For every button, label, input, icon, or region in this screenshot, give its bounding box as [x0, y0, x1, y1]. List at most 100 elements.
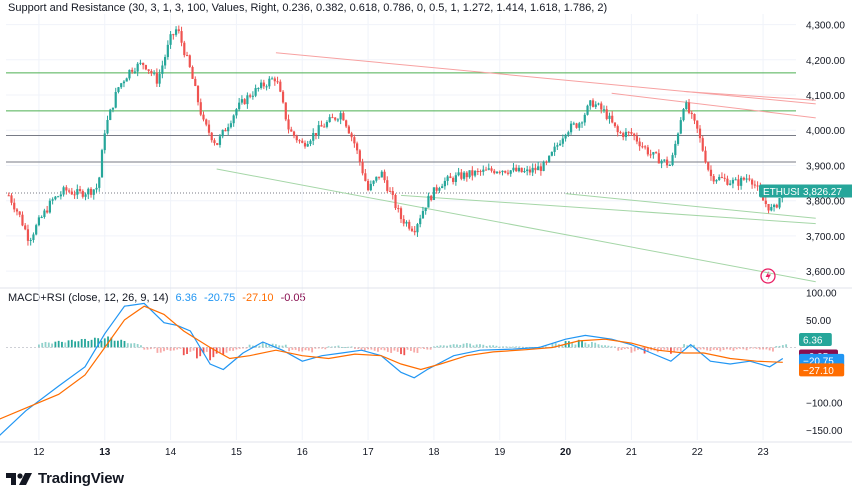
- histogram-bar: [482, 344, 485, 348]
- histogram-bar: [623, 347, 626, 350]
- candle-body: [493, 170, 496, 174]
- candle-body: [548, 155, 551, 162]
- histogram-bar: [113, 340, 116, 348]
- histogram-bar: [196, 347, 198, 359]
- histogram-bar: [439, 345, 442, 348]
- histogram-bar: [772, 347, 774, 352]
- candle-body: [452, 178, 455, 182]
- candle-body: [10, 195, 13, 203]
- histogram-bar: [755, 347, 758, 349]
- brand-logo[interactable]: TradingView: [6, 470, 124, 487]
- candle-body: [772, 204, 776, 208]
- candle-body: [542, 161, 545, 171]
- candle-body: [682, 109, 685, 121]
- candle-body: [40, 216, 43, 218]
- candle-body: [756, 185, 759, 187]
- histogram-bar: [475, 344, 478, 348]
- candle-body: [619, 132, 622, 134]
- histogram-bar: [604, 345, 606, 348]
- histogram-bar: [686, 345, 689, 348]
- candle-body: [589, 100, 592, 106]
- date-tick-label: 18: [428, 447, 440, 458]
- histogram-bar: [676, 347, 679, 351]
- histogram-bar: [242, 347, 244, 349]
- candle-body: [262, 82, 265, 87]
- histogram-bar: [337, 345, 340, 348]
- support-resistance-legend[interactable]: Support and Resistance (30, 3, 1, 3, 100…: [8, 2, 607, 14]
- histogram-bar: [587, 344, 590, 348]
- support-resistance-label: Support and Resistance (30, 3, 1, 3, 100…: [8, 2, 608, 14]
- candle-body: [740, 177, 743, 186]
- candle-body: [561, 138, 564, 144]
- histogram-bar: [577, 339, 580, 348]
- candle-body: [531, 167, 534, 173]
- price-tick-label: 3,700.00: [806, 232, 845, 243]
- candle-body: [498, 171, 501, 173]
- histogram-bar: [574, 344, 577, 348]
- histogram-bar: [255, 346, 258, 348]
- histogram-bar: [363, 347, 366, 351]
- candle-body: [287, 119, 290, 130]
- histogram-bar: [321, 347, 323, 349]
- candle-body: [668, 164, 671, 166]
- histogram-bar: [74, 341, 77, 348]
- histogram-bar: [146, 347, 149, 350]
- histogram-bar: [716, 347, 718, 351]
- candle-body: [120, 83, 123, 88]
- histogram-bar: [373, 347, 376, 351]
- candle-body: [696, 120, 699, 129]
- candle-body: [59, 194, 62, 197]
- histogram-bar: [693, 344, 695, 348]
- histogram-bar: [278, 345, 281, 348]
- symbol-tag: ETHUSD: [763, 187, 804, 198]
- candle-body: [742, 177, 745, 180]
- histogram-bar: [251, 345, 254, 348]
- trend-line: [216, 168, 816, 283]
- histogram-bar: [80, 339, 83, 348]
- histogram-bar: [567, 341, 570, 348]
- histogram-bar: [719, 347, 722, 352]
- candle-body: [358, 150, 361, 162]
- candle-body: [748, 178, 751, 180]
- price-tick-label: 4,000.00: [806, 126, 845, 137]
- candle-body: [698, 128, 702, 139]
- histogram-bar: [456, 344, 458, 348]
- histogram-bar: [93, 337, 96, 348]
- histogram-bar: [689, 345, 692, 348]
- candle-body: [473, 171, 477, 176]
- candle-body: [122, 81, 126, 84]
- date-tick-label: 14: [165, 447, 177, 458]
- histogram-bar: [120, 339, 123, 348]
- histogram-bar: [77, 341, 80, 348]
- histogram-bar: [663, 347, 666, 350]
- macd-legend[interactable]: MACD+RSI (close, 12, 26, 9, 14) 6.36 -20…: [8, 292, 306, 304]
- candle-body: [78, 189, 82, 191]
- histogram-bar: [679, 347, 682, 352]
- signal-line: [0, 305, 783, 420]
- histogram-bar: [419, 347, 422, 349]
- histogram-bar: [169, 347, 172, 351]
- alert-icon[interactable]: [760, 268, 776, 284]
- candle-body: [709, 169, 713, 177]
- histogram-bar: [597, 344, 600, 348]
- candle-body: [191, 66, 194, 79]
- candle-body: [314, 132, 318, 136]
- histogram-bar: [166, 347, 169, 350]
- trend-line: [684, 90, 816, 101]
- candle-body: [7, 195, 10, 197]
- histogram-bar: [515, 346, 518, 348]
- histogram-bar: [87, 341, 90, 348]
- macd-line: [0, 302, 784, 436]
- candle-body: [509, 170, 512, 174]
- histogram-bar: [64, 342, 67, 348]
- price-tick-label: 3,800.00: [806, 197, 845, 208]
- candle-body: [501, 170, 504, 173]
- candle-body: [312, 132, 315, 141]
- histogram-bar: [261, 342, 264, 348]
- candle-body: [309, 140, 312, 144]
- candle-body: [613, 122, 617, 127]
- candle-body: [627, 131, 630, 133]
- macd-lines: [0, 302, 784, 436]
- candle-body: [92, 189, 95, 195]
